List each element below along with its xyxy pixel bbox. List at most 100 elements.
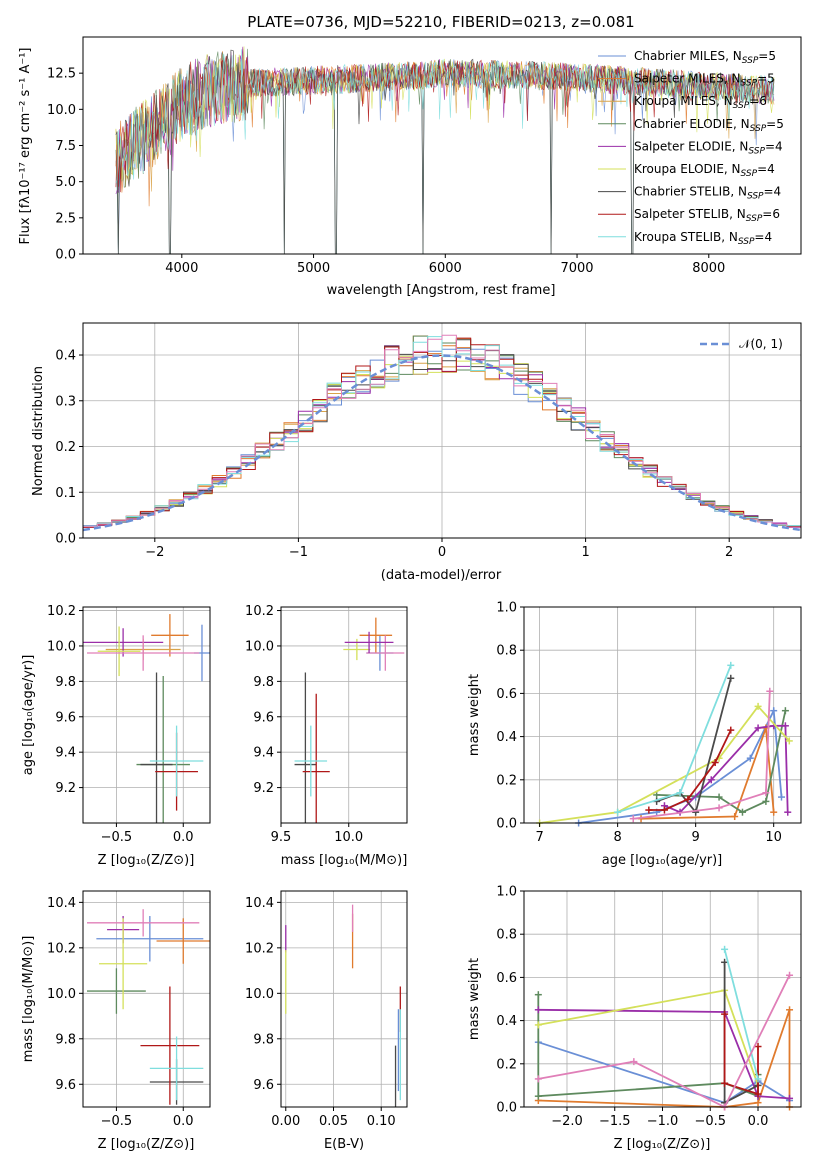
p5-ytick-label: 0.2 xyxy=(496,773,517,788)
p4-ytick-label: 9.4 xyxy=(253,746,274,761)
massweight-marker xyxy=(786,1006,794,1014)
mass-vs-Z-plot xyxy=(83,891,210,1107)
spectrum-panel: PLATE=0736, MJD=52210, FIBERID=0213, z=0… xyxy=(18,13,802,298)
legend-entry-sub: SSP xyxy=(750,124,767,134)
massweight-marker xyxy=(754,1090,762,1098)
massweight-marker xyxy=(762,789,770,797)
massweight-marker xyxy=(721,945,729,953)
p2-ytick-label: 0.3 xyxy=(55,394,76,409)
massweight-marker xyxy=(707,776,715,784)
p1-xtick-label: 4000 xyxy=(165,261,198,276)
mass-vs-Z-ylabel: mass [log₁₀(M/M⊙)] xyxy=(21,936,36,1063)
massweight-vs-Z-xlabel: Z [log₁₀(Z/Z⊙)] xyxy=(614,1137,711,1152)
p3-ytick-label: 9.6 xyxy=(55,710,76,725)
p8-xtick-label: −1.0 xyxy=(647,1114,679,1129)
legend-entry-suffix: =5 xyxy=(766,117,784,131)
p8-ytick-label: 0.6 xyxy=(496,971,517,986)
p8-ytick-label: 1.0 xyxy=(496,885,517,900)
legend-entry-suffix: =4 xyxy=(764,185,782,199)
p1-xtick-label: 6000 xyxy=(429,261,462,276)
massweight-vs-age-axes xyxy=(523,606,802,824)
age-vs-mass-ticks: 9.5 10.0 9.2 9.4 9.6 9.8 10.0 10.2 xyxy=(245,604,363,845)
legend-entry-sub: SSP xyxy=(741,169,758,179)
legend-entry: Kroupa STELIB, NSSP=4 xyxy=(634,230,772,247)
errorbar-point xyxy=(140,986,200,1105)
massweight-marker xyxy=(715,793,723,801)
spectrum-ticks: 4000 5000 6000 7000 8000 0.0 2.5 5.0 7.5 10.0 12.5 xyxy=(47,67,725,276)
errorbar-point xyxy=(359,617,393,654)
p6-ytick-label: 9.6 xyxy=(55,1078,76,1093)
errorbar-point xyxy=(294,672,317,823)
age-vs-Z-panel: −0.5 0.0 9.2 9.4 9.6 9.8 10.0 10.2 Z [log₁₀(Z/Z… xyxy=(21,604,211,868)
age-vs-Z-ylabel: age [log₁₀(age/yr)] xyxy=(21,655,36,776)
spectrum-ylabel: Flux [fλ10⁻¹⁷ erg cm⁻² s⁻¹ A⁻¹] xyxy=(18,48,33,245)
p8-ytick-label: 0.4 xyxy=(496,1014,517,1029)
legend-entry-sub: SSP xyxy=(741,79,758,89)
age-vs-Z-xlabel: Z [log₁₀(Z/Z⊙)] xyxy=(98,853,195,868)
p3-xtick-label: 0.0 xyxy=(173,830,194,845)
massweight-marker xyxy=(781,722,789,730)
p7-ytick-label: 9.6 xyxy=(253,1078,274,1093)
p1-ytick-label: 2.5 xyxy=(55,211,76,226)
p5-ytick-label: 0.0 xyxy=(496,817,517,832)
legend-entry-sub: SSP xyxy=(742,56,759,66)
p3-ytick-label: 10.2 xyxy=(47,604,76,619)
legend-entry: Kroupa ELODIE, NSSP=4 xyxy=(634,162,775,179)
p8-ytick-label: 0.2 xyxy=(496,1057,517,1072)
massweight-marker xyxy=(721,958,729,966)
massweight-line xyxy=(633,691,771,820)
massweight-marker xyxy=(770,707,778,715)
errorbar-point xyxy=(302,693,330,823)
legend-entry-label: Chabrier ELODIE, N xyxy=(634,117,750,131)
p8-xtick-label: −1.5 xyxy=(599,1114,631,1129)
p3-ytick-label: 9.2 xyxy=(55,781,76,796)
massweight-marker xyxy=(684,795,692,803)
massweight-marker xyxy=(731,813,739,821)
errorbar-point xyxy=(87,909,200,937)
errorbar-point xyxy=(344,631,394,654)
p5-ytick-label: 1.0 xyxy=(496,601,517,616)
p2-ytick-label: 0.2 xyxy=(55,440,76,455)
legend-entry-suffix: =5 xyxy=(757,72,775,86)
p1-xtick-label: 5000 xyxy=(297,261,330,276)
massweight-marker xyxy=(692,808,700,816)
age-vs-Z-plot xyxy=(83,607,210,823)
p4-ytick-label: 9.8 xyxy=(253,675,274,690)
legend-entry-label: Kroupa ELODIE, N xyxy=(634,162,741,176)
legend-entry-label: Salpeter MILES, N xyxy=(634,72,741,86)
p4-xtick-label: 10.0 xyxy=(334,830,363,845)
errorbar-point xyxy=(97,626,141,677)
errorbar-point xyxy=(99,918,148,1010)
p5-xtick-label: 7 xyxy=(535,830,543,845)
massweight-marker xyxy=(738,808,746,816)
p6-ytick-label: 10.4 xyxy=(47,896,76,911)
massweight-line xyxy=(538,1008,790,1100)
p3-ytick-label: 9.4 xyxy=(55,746,76,761)
p5-xtick-label: 10 xyxy=(765,830,782,845)
p8-xtick-label: 0.0 xyxy=(748,1114,769,1129)
residual-legend: 𝒩(0, 1) xyxy=(700,337,783,351)
massweight-marker xyxy=(770,808,778,816)
mass-vs-Z-xlabel: Z [log₁₀(Z/Z⊙)] xyxy=(98,1137,195,1152)
p6-ytick-label: 10.0 xyxy=(47,987,76,1002)
spectrum-plot xyxy=(115,46,775,254)
spectrum-xlabel: wavelength [Angstrom, rest frame] xyxy=(327,283,556,298)
massweight-marker xyxy=(645,806,653,814)
massweight-marker xyxy=(754,1075,762,1083)
massweight-marker xyxy=(786,971,794,979)
mass-vs-Z-axes xyxy=(82,890,211,1108)
p8-xtick-label: −0.5 xyxy=(694,1114,726,1129)
mass-vs-Z-ticks: −0.5 0.0 9.6 9.8 10.0 10.2 10.4 xyxy=(47,896,194,1129)
p4-xtick-label: 9.5 xyxy=(271,830,292,845)
age-vs-mass-plot xyxy=(280,607,407,823)
p6-points xyxy=(87,909,210,1105)
massweight-marker xyxy=(766,687,774,695)
legend-entry-sub: SSP xyxy=(738,237,755,247)
p1-xtick-label: 7000 xyxy=(560,261,593,276)
p7-ytick-label: 9.8 xyxy=(253,1032,274,1047)
errorbar-point xyxy=(87,635,200,671)
p4-ytick-label: 9.2 xyxy=(253,781,274,796)
